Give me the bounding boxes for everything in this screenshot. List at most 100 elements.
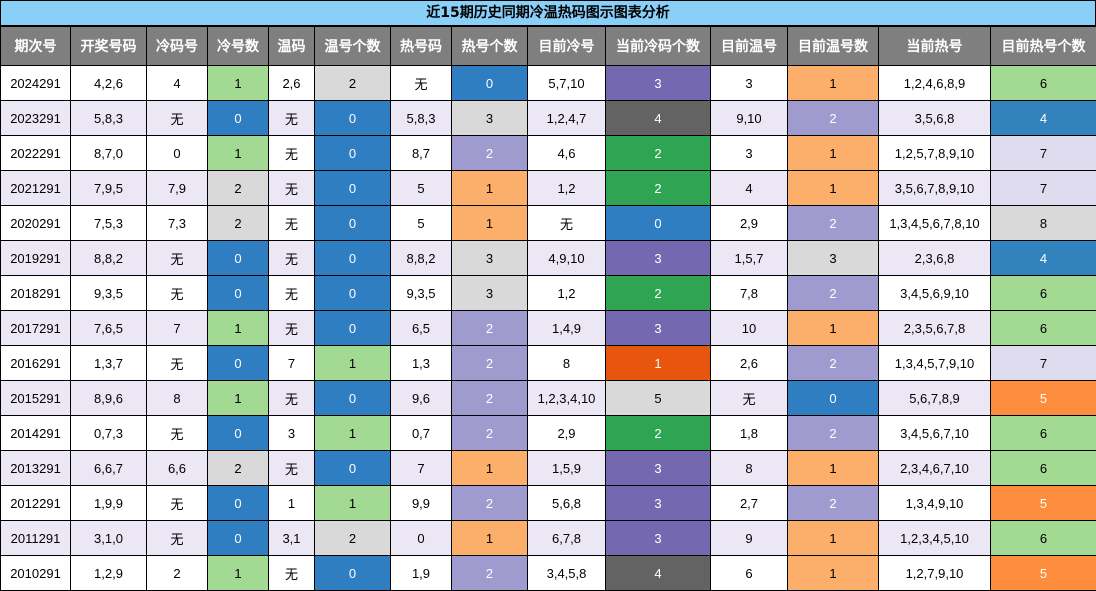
table-cell: 1 [315,486,391,521]
table-cell: 0 [315,171,391,206]
table-cell: 1 [315,346,391,381]
table-cell: 4 [991,241,1096,276]
table-cell: 0 [788,381,879,416]
table-cell: 2023291 [1,101,71,136]
table-cell: 4,2,6 [71,66,147,101]
table-cell: 3 [711,66,788,101]
table-cell: 1 [788,451,879,486]
table-cell: 0 [208,486,269,521]
table-cell: 7 [991,136,1096,171]
table-cell: 9,3,5 [391,276,452,311]
table-cell: 9 [711,521,788,556]
table-cell: 0 [315,241,391,276]
table-cell: 无 [269,171,315,206]
column-header: 期次号 [1,27,71,66]
table-cell: 2 [606,136,711,171]
table-cell: 3 [606,486,711,521]
table-cell: 3 [788,241,879,276]
table-cell: 7,8 [711,276,788,311]
table-cell: 8 [147,381,208,416]
table-cell: 0 [147,136,208,171]
table-cell: 8,8,2 [391,241,452,276]
table-cell: 2 [788,416,879,451]
table-cell: 1,3,4,9,10 [879,486,991,521]
table-cell: 2 [208,206,269,241]
table-cell: 2 [452,486,528,521]
table-cell: 2022291 [1,136,71,171]
table-cell: 3 [606,241,711,276]
table-cell: 2 [208,171,269,206]
table-cell: 2,7 [711,486,788,521]
table-cell: 2 [452,346,528,381]
table-cell: 2,3,6,8 [879,241,991,276]
table-cell: 3,5,6,7,8,9,10 [879,171,991,206]
table-cell: 8,7,0 [71,136,147,171]
table-cell: 1,9,9 [71,486,147,521]
table-cell: 5 [991,486,1096,521]
table-cell: 8 [991,206,1096,241]
table-cell: 0 [452,66,528,101]
table-cell: 0 [208,101,269,136]
table-cell: 1 [208,66,269,101]
table-cell: 1 [452,521,528,556]
table-cell: 2017291 [1,311,71,346]
table-cell: 0 [208,346,269,381]
table-cell: 2011291 [1,521,71,556]
table-cell: 2015291 [1,381,71,416]
column-header: 目前冷号 [528,27,606,66]
table-cell: 1,4,9 [528,311,606,346]
table-cell: 2021291 [1,171,71,206]
table-cell: 7 [991,346,1096,381]
column-header: 目前温号数 [788,27,879,66]
table-cell: 6 [711,556,788,591]
table-cell: 4 [606,101,711,136]
column-header: 开奖号码 [71,27,147,66]
table-cell: 3,5,6,8 [879,101,991,136]
table-cell: 无 [528,206,606,241]
table-cell: 无 [147,521,208,556]
table-cell: 1 [269,486,315,521]
column-header: 目前温号 [711,27,788,66]
table-cell: 9,3,5 [71,276,147,311]
table-cell: 无 [269,556,315,591]
table-cell: 6,6,7 [71,451,147,486]
table-title: 近15期历史同期冷温热码图示图表分析 [0,0,1096,26]
table-cell: 2 [606,276,711,311]
table-cell: 3,1 [269,521,315,556]
table-cell: 1 [788,136,879,171]
column-header: 热号码 [391,27,452,66]
table-cell: 1,3 [391,346,452,381]
table-cell: 7,3 [147,206,208,241]
table-cell: 1 [208,311,269,346]
table-cell: 0 [315,451,391,486]
table-cell: 无 [269,206,315,241]
table-cell: 3 [452,101,528,136]
table-cell: 3,1,0 [71,521,147,556]
table-cell: 无 [147,416,208,451]
table-cell: 0 [315,381,391,416]
column-header: 目前热号个数 [991,27,1096,66]
table-cell: 9,9 [391,486,452,521]
table-cell: 5 [606,381,711,416]
table-cell: 1,9 [391,556,452,591]
table-cell: 1,3,4,5,7,9,10 [879,346,991,381]
table-cell: 1 [452,171,528,206]
table-cell: 4,9,10 [528,241,606,276]
table-cell: 1 [606,346,711,381]
column-header: 当前热号 [879,27,991,66]
table-cell: 2 [452,381,528,416]
table-cell: 6,6 [147,451,208,486]
table-cell: 5,8,3 [71,101,147,136]
table-cell: 6 [991,311,1096,346]
table-cell: 0 [315,556,391,591]
table-cell: 2,6 [269,66,315,101]
table-cell: 8 [528,346,606,381]
table-cell: 2,9 [528,416,606,451]
table-cell: 2 [606,171,711,206]
